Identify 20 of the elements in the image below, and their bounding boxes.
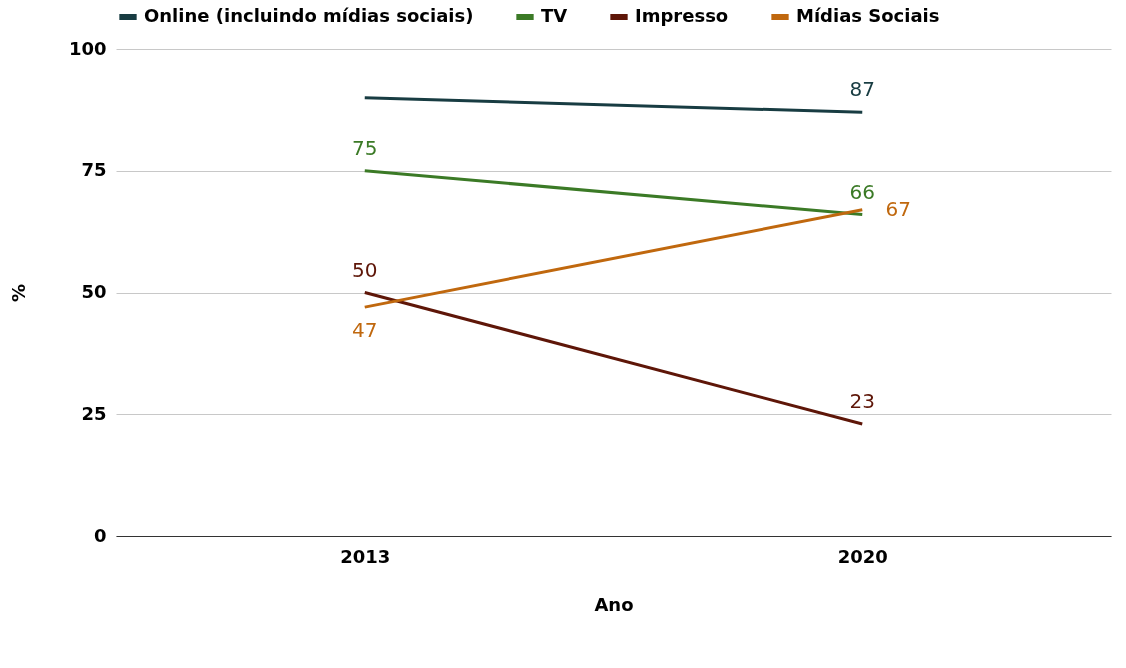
legend-label: Online (incluindo mídias sociais) [144,5,474,26]
y-tick-label: 0 [93,524,107,546]
data-label: 47 [352,318,378,343]
x-tick-label: 2013 [340,545,391,567]
y-tick-label: 75 [81,159,107,181]
y-tick-label: 25 [81,402,107,424]
y-tick-label: 100 [68,37,107,59]
data-label: 67 [885,196,911,221]
data-label: 66 [849,179,875,204]
data-label: 50 [352,257,378,282]
data-label: 75 [352,135,378,160]
legend-label: Mídias Sociais [796,5,940,26]
data-label: 23 [849,388,875,413]
y-axis-title: % [7,283,29,303]
legend-label: TV [541,5,568,26]
y-tick-label: 50 [81,281,107,302]
legend-label: Impresso [635,5,729,26]
x-axis-title: Ano [594,593,634,615]
x-tick-label: 2020 [837,545,888,567]
data-label: 87 [849,77,875,102]
